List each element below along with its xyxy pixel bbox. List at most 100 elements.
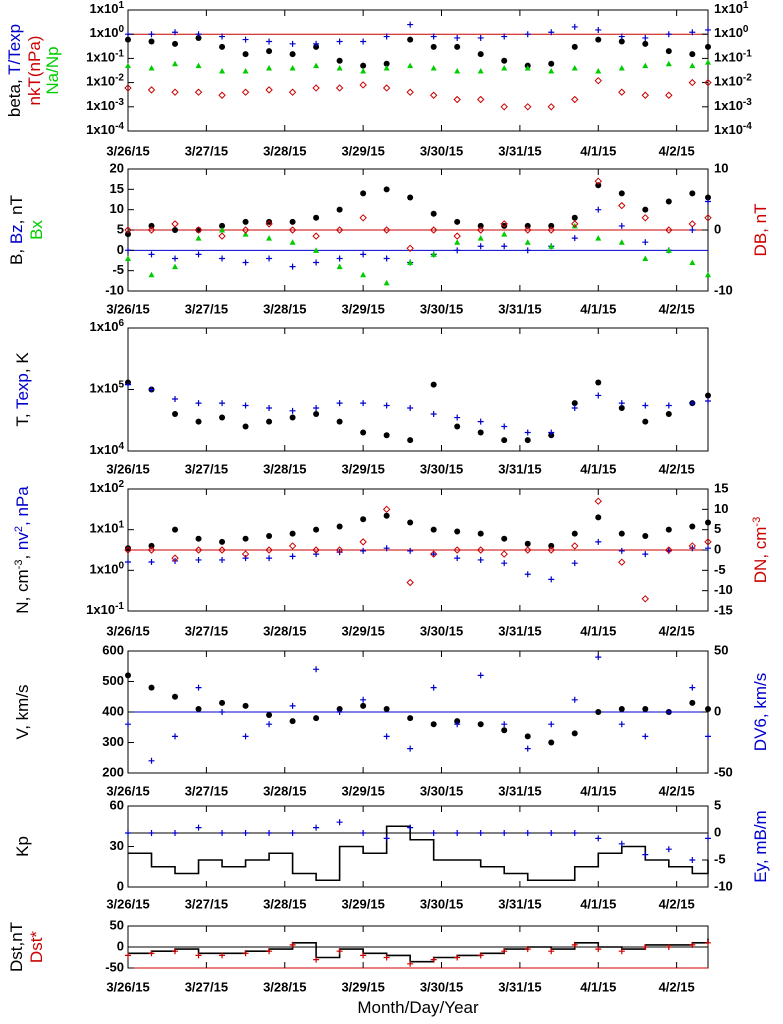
point-beta	[430, 43, 437, 50]
y-tick-label: 0	[117, 938, 124, 953]
point-Texp	[336, 400, 343, 407]
series-B	[125, 182, 711, 238]
point-DB	[704, 214, 712, 222]
point-na_np	[289, 65, 296, 71]
point-nkt	[665, 91, 673, 99]
y2-tick-label: 1x100	[714, 24, 749, 41]
point-Texp	[195, 400, 202, 407]
point-DB	[547, 226, 555, 234]
x-tick-label: 3/27/15	[185, 461, 228, 476]
point-N	[571, 530, 578, 537]
y-tick-label: 0	[117, 242, 124, 257]
y2-tick-label: -5	[714, 562, 726, 577]
x-tick-label: 3/31/15	[498, 623, 541, 638]
x-tick-label: 3/28/15	[263, 143, 306, 158]
point-T	[595, 379, 602, 386]
point-nkt	[194, 88, 203, 96]
chart_data.5.ylabel_left: Kp	[13, 836, 32, 857]
point-t_texp	[148, 31, 155, 38]
series-N	[125, 512, 711, 552]
point-DB	[241, 226, 250, 234]
point-B	[665, 198, 672, 205]
point-nkt	[704, 78, 712, 87]
series-Kp	[128, 825, 709, 882]
point-DN	[406, 578, 414, 587]
point-V	[548, 739, 555, 746]
point-Bx	[407, 259, 414, 266]
point-N	[360, 516, 367, 523]
y2-tick-label: 15	[714, 480, 728, 495]
point-B	[477, 222, 484, 229]
point-DB	[382, 226, 391, 234]
point-DV6	[454, 721, 461, 728]
point-beta	[501, 57, 508, 64]
point-na_np	[477, 68, 484, 74]
point-Ey	[219, 830, 226, 836]
y-tick-label: 1x104	[90, 441, 125, 458]
point-beta	[148, 38, 155, 45]
panel-5: 200 300 400 500 600 -50 0 50 3/26/15 3/27/15 3/28/…	[13, 642, 770, 798]
point-Bx	[313, 247, 320, 253]
point-B	[383, 186, 390, 193]
point-B	[595, 182, 602, 189]
series-nkt	[124, 76, 712, 111]
point-Texp	[595, 392, 602, 399]
point-Bx	[501, 231, 508, 237]
x-tick-label: 3/27/15	[185, 979, 228, 994]
y-tick-label: 600	[102, 642, 124, 657]
point-nv2	[689, 545, 696, 552]
point-Dst_star	[430, 956, 437, 963]
point-N	[125, 545, 131, 552]
point-t_texp	[477, 34, 484, 41]
point-DV6	[289, 702, 296, 709]
y-tick-label: 400	[102, 703, 124, 718]
point-V	[430, 721, 437, 728]
x-tick-label: 3/29/15	[341, 896, 384, 911]
point-Bz	[195, 251, 202, 258]
point-Texp	[219, 400, 226, 407]
point-Bx	[336, 263, 343, 270]
y2-tick-label: 0	[714, 221, 721, 236]
y2-tick-label: -50	[714, 764, 733, 779]
point-V	[148, 684, 155, 691]
point-beta	[219, 43, 226, 50]
x-tick-label: 4/2/15	[659, 783, 695, 798]
point-V	[313, 715, 320, 722]
point-DB	[359, 214, 367, 222]
point-Ey	[313, 824, 320, 831]
point-nv2	[148, 559, 155, 566]
point-T	[360, 429, 367, 436]
point-DN	[335, 546, 344, 554]
point-DV6	[689, 684, 696, 691]
point-B	[407, 194, 414, 201]
series-Ey	[125, 819, 711, 863]
point-Texp	[524, 429, 531, 436]
point-Dst_star	[407, 960, 414, 967]
point-Dst_star	[383, 954, 390, 961]
point-beta	[289, 51, 296, 58]
point-N	[665, 526, 672, 533]
point-N	[172, 526, 179, 533]
x-tick-label: 4/2/15	[659, 461, 695, 476]
point-Dst_star	[705, 939, 711, 946]
y-tick-label: -5	[112, 262, 124, 277]
point-Dst_star	[454, 954, 461, 961]
point-Bx	[524, 239, 531, 245]
point-Texp	[289, 407, 296, 414]
point-Texp	[148, 386, 155, 393]
point-Texp	[642, 402, 649, 409]
point-V	[705, 705, 711, 712]
chart_data.3.ylabel_left: N, cm-3, nv2, nPa	[13, 486, 32, 614]
point-nv2	[571, 560, 578, 567]
x-tick-label: 3/29/15	[341, 783, 384, 798]
point-DV6	[407, 745, 414, 752]
point-N	[595, 514, 602, 521]
panel-frame	[127, 9, 709, 132]
point-Bz	[501, 243, 508, 250]
point-beta	[477, 51, 484, 58]
point-Bz	[313, 259, 320, 266]
point-Bx	[172, 263, 179, 270]
y2-tick-label: -5	[714, 851, 726, 866]
point-Bz	[219, 255, 226, 262]
point-Ey	[289, 830, 296, 836]
